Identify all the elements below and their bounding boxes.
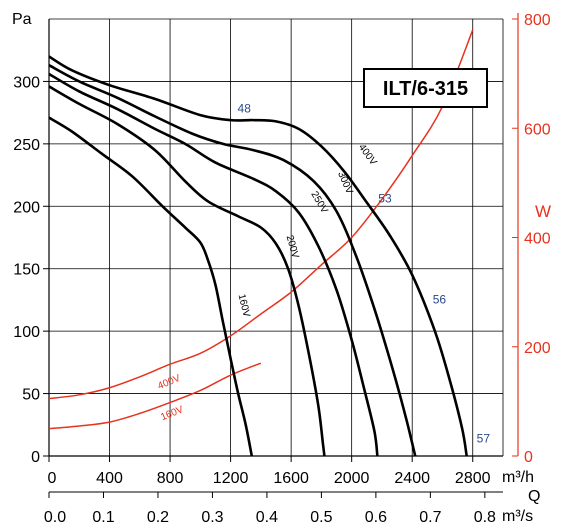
y-tick-label: 100 [13,324,40,341]
power-curve-160v [48,362,262,430]
x-tick-label: 1200 [213,470,249,487]
power-curve-400v [48,29,474,400]
x-tick-label: 2800 [455,470,491,487]
pressure-curve-200v [48,85,326,457]
x-tick-label: 2400 [394,470,430,487]
pressure-curve-400v [48,55,468,457]
noise-level-label: 48 [238,102,252,116]
pressure-curve-label: 250V [308,190,329,216]
y-tick-label: 200 [13,199,40,216]
x2-axis-unit: m³/s [502,508,533,525]
noise-level-label: 53 [378,192,392,206]
chart-title-box: ILT/6-315 [363,68,488,108]
x2-tick-label: 0.1 [92,509,114,526]
x2-axis-symbol: Q [528,488,540,505]
x-tick-label: 0 [48,470,57,487]
y-tick-label: 50 [22,387,40,404]
y-axis-unit: Pa [12,11,32,28]
y-tick-label: 300 [13,74,40,91]
power-curve-label: 160V [159,404,185,423]
pressure-curve-160v [48,116,254,457]
x-tick-label: 2000 [334,470,370,487]
x2-tick-label: 0.4 [256,509,278,526]
y2-tick-label: 200 [524,340,551,357]
x-tick-label: 800 [157,470,184,487]
x-axis-unit: m³/h [502,469,534,486]
x-tick-label: 1600 [273,470,309,487]
x2-tick-label: 0.3 [201,509,223,526]
x-tick-label: 400 [96,470,123,487]
y-tick-label: 250 [13,137,40,154]
pressure-curve-label: 400V [356,142,379,168]
noise-level-label: 57 [477,431,491,445]
x2-tick-label: 0.0 [44,509,66,526]
axes: 0 50 100 150 200 250 300 0 200 400 600 800 0 400 800 12… [13,12,551,526]
title-frame [363,68,488,108]
y2-tick-label: 400 [524,231,551,248]
chart-title: ILT/6-315 [383,78,468,100]
y2-tick-label: 800 [524,12,551,29]
x2-tick-label: 0.6 [365,509,387,526]
y2-tick-label: 600 [524,121,551,138]
power-curve-label: 400V [156,373,182,392]
x2-tick-label: 0.7 [419,509,441,526]
y-tick-label: 150 [13,262,40,279]
pressure-curve-label: 160V [236,293,252,319]
y2-tick-label: 0 [524,449,533,466]
pressure-curve-250v [48,72,379,457]
x2-tick-label: 0.2 [147,509,169,526]
noise-level-label: 56 [433,293,447,307]
y-tick-label: 0 [31,449,40,466]
x2-tick-label: 0.5 [310,509,332,526]
pressure-curves [48,55,468,457]
y2-axis-unit: W [535,202,551,221]
pressure-curve-300v [48,64,417,457]
pressure-curve-label: 200V [284,234,301,260]
power-curves [48,29,474,430]
x2-tick-label: 0.8 [474,509,496,526]
